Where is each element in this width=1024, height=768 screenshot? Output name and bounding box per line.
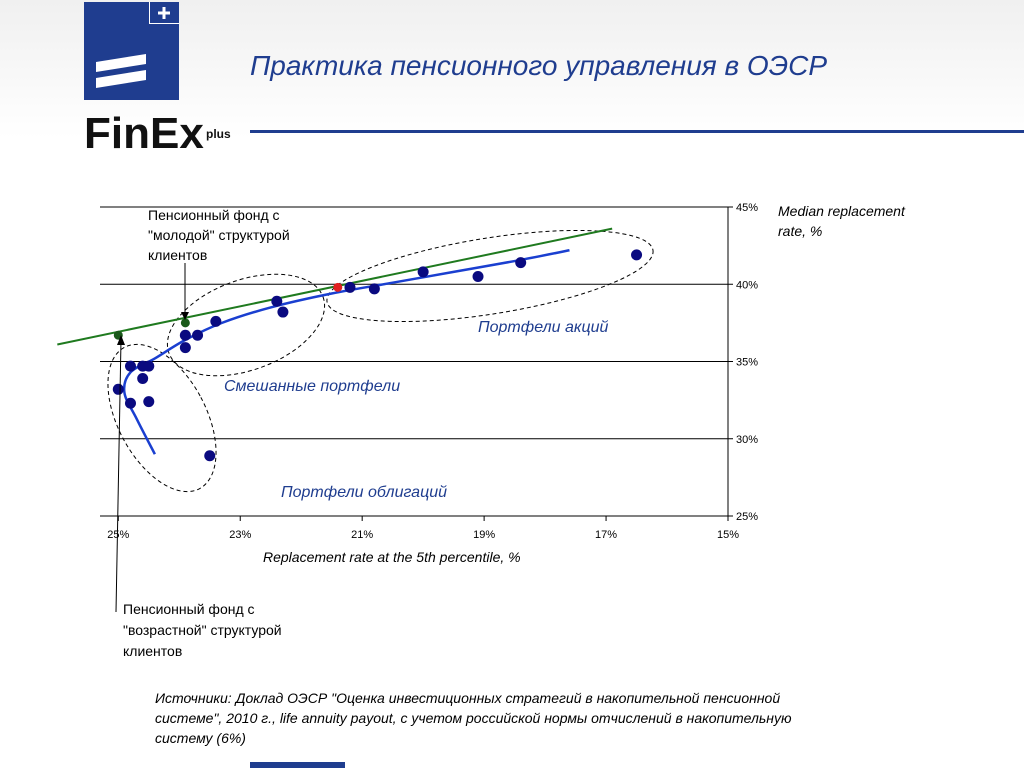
mixed-region xyxy=(166,273,326,377)
bonds-label: Портфели облигаций xyxy=(281,484,447,501)
equity-region xyxy=(326,229,654,323)
x-tick-label: 19% xyxy=(473,529,495,541)
scatter-point xyxy=(631,249,643,261)
scatter-point xyxy=(137,372,149,384)
scatter-point xyxy=(472,271,484,283)
highlight-point xyxy=(180,318,190,328)
scatter-point xyxy=(515,257,527,269)
x-axis-title: Replacement rate at the 5th percentile, … xyxy=(263,549,521,565)
x-tick-label: 17% xyxy=(595,529,617,541)
plus-icon xyxy=(158,7,170,19)
scatter-point xyxy=(417,266,429,278)
scatter-point xyxy=(368,283,380,295)
y-tick-label: 45% xyxy=(736,202,758,214)
title-divider xyxy=(250,130,1024,133)
scatter-point xyxy=(179,329,191,341)
scatter-point xyxy=(124,360,136,372)
data-points xyxy=(112,249,643,462)
logo-stripes-icon xyxy=(96,54,146,88)
finex-logo: FinEx plus xyxy=(84,2,231,152)
x-tick-label: 23% xyxy=(229,529,251,541)
highlight-point xyxy=(333,282,343,292)
y-tick-label: 35% xyxy=(736,357,758,369)
source-note: Источники: Доклад ОЭСР "Оценка инвестици… xyxy=(155,690,792,746)
old-fund-label: Пенсионный фонд с "возрастной" структуро… xyxy=(123,601,286,659)
axis-ticks: 45% 40% 35% 30% 25% 25% 23% 21% 19% 17% 15% xyxy=(107,202,758,541)
old-fund-arrow xyxy=(115,339,122,613)
bonds-region xyxy=(107,343,217,493)
logo-suffix: plus xyxy=(206,127,231,141)
scatter-point xyxy=(179,342,191,354)
logo-wordmark: FinEx xyxy=(84,109,204,152)
scatter-point xyxy=(143,360,155,372)
y-tick-label: 40% xyxy=(736,279,758,291)
x-tick-label: 21% xyxy=(351,529,373,541)
y-tick-label: 25% xyxy=(736,511,758,523)
scatter-point xyxy=(112,383,124,395)
footer-accent-bar xyxy=(250,762,345,768)
mixed-label: Смешанные портфели xyxy=(224,378,400,395)
equity-label: Портфели акций xyxy=(478,319,609,336)
scatter-point xyxy=(192,329,204,341)
scatter-point xyxy=(344,281,356,293)
x-tick-label: 25% xyxy=(107,529,129,541)
y-axis-title: Median replacement rate, % xyxy=(778,203,909,239)
x-tick-label: 15% xyxy=(717,529,739,541)
old-fund-arrowhead-icon xyxy=(117,335,125,345)
young-fund-arrowhead-icon xyxy=(181,312,189,320)
page-title: Практика пенсионного управления в ОЭСР xyxy=(250,50,828,81)
scatter-point xyxy=(271,295,283,307)
young-fund-label: Пенсионный фонд с "молодой" структурой к… xyxy=(148,207,294,263)
efficient-frontier-curve xyxy=(122,249,570,455)
y-tick-label: 30% xyxy=(736,434,758,446)
scatter-point xyxy=(210,315,222,327)
portfolio-regions xyxy=(107,229,654,493)
frontier-curve-group xyxy=(122,249,570,455)
scatter-point xyxy=(277,306,289,318)
scatter-point xyxy=(204,450,216,462)
scatter-point xyxy=(143,396,155,408)
scatter-point xyxy=(124,397,136,409)
